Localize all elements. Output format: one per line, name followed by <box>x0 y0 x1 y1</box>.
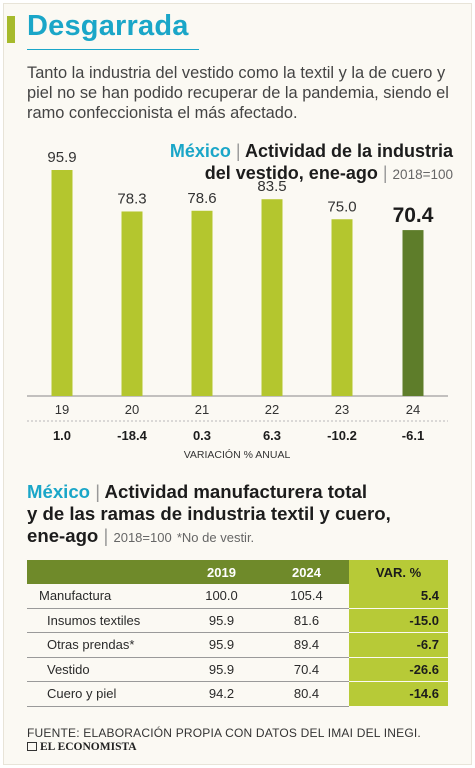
bar-value-label: 95.9 <box>47 149 76 166</box>
row-2019: 95.9 <box>179 657 264 682</box>
table-row: Insumos textiles 95.9 81.6 -15.0 <box>27 608 448 633</box>
row-2019: 94.2 <box>179 681 264 707</box>
x-tick-label: 20 <box>125 402 139 417</box>
table-note: *No de vestir. <box>176 530 255 545</box>
bar-value-label: 78.6 <box>187 190 216 207</box>
row-name: Vestido <box>27 657 179 682</box>
row-name: Manufactura <box>27 584 179 609</box>
table-title-separator: | <box>95 481 101 502</box>
table-header-row: 2019 2024 VAR. % <box>27 560 448 584</box>
x-tick-label: 23 <box>335 402 349 417</box>
row-name: Cuero y piel <box>27 681 179 707</box>
bar-23 <box>331 219 353 396</box>
table-title-line2: y de las ramas de industria textil y cue… <box>27 503 391 524</box>
variation-value: 0.3 <box>193 428 211 443</box>
headline-rule <box>27 49 199 50</box>
variation-value: -10.2 <box>327 428 357 443</box>
bar-20 <box>121 211 143 396</box>
row-2019: 95.9 <box>179 608 264 633</box>
table-title-separator-2: | <box>103 525 109 546</box>
table-header-var: VAR. % <box>349 560 448 584</box>
row-var: -26.6 <box>349 657 448 682</box>
table-row: Manufactura 100.0 105.4 5.4 <box>27 584 448 609</box>
table-row: Cuero y piel 94.2 80.4 -14.6 <box>27 681 448 707</box>
row-var: -15.0 <box>349 608 448 633</box>
x-tick-label: 21 <box>195 402 209 417</box>
manufacturing-table: 2019 2024 VAR. % Manufactura 100.0 105.4… <box>27 560 448 707</box>
table-title-line1: Actividad manufacturera total <box>104 481 367 502</box>
table-header-2019: 2019 <box>179 560 264 584</box>
bar-chart-title-line1: Actividad de la industria <box>244 141 453 161</box>
variation-value: 6.3 <box>263 428 281 443</box>
bar-value-label: 70.4 <box>393 204 434 227</box>
row-2019: 100.0 <box>179 584 264 609</box>
x-tick-label: 24 <box>406 402 420 417</box>
bar-chart-base-label: 2018=100 <box>392 167 453 182</box>
table-title-line3: ene-ago <box>27 525 99 546</box>
row-var: -6.7 <box>349 632 448 658</box>
bar-chart-title-line2: del vestido, ene-ago <box>204 163 378 183</box>
deck-text: Tanto la industria del vestido como la t… <box>27 64 449 122</box>
bar-21 <box>191 210 213 396</box>
table-header-name <box>27 560 179 584</box>
variation-value: 1.0 <box>53 428 71 443</box>
table-base-label: 2018=100 <box>113 530 172 545</box>
source-note: FUENTE: ELABORACIÓN PROPIA CON DATOS DEL… <box>27 726 421 740</box>
bar-24 <box>402 230 424 396</box>
bar-22 <box>261 199 283 396</box>
bar-value-label: 78.3 <box>117 190 146 207</box>
headline-accent-bar <box>7 16 15 43</box>
row-name: Insumos textiles <box>27 608 179 633</box>
row-2024: 80.4 <box>264 681 349 707</box>
row-var: 5.4 <box>349 584 448 609</box>
headline: Desgarrada <box>27 10 189 42</box>
table-title: México | Actividad manufacturera total y… <box>27 481 391 549</box>
bar-chart-title: México | Actividad de la industria del v… <box>170 140 453 186</box>
table-header-2024: 2024 <box>264 560 349 584</box>
logo-icon <box>27 742 37 751</box>
row-2024: 105.4 <box>264 584 349 609</box>
logo-text: EL ECONOMISTA <box>40 741 137 753</box>
table-title-country: México <box>27 481 91 502</box>
variation-value: -18.4 <box>117 428 147 443</box>
row-var: -14.6 <box>349 681 448 707</box>
row-2024: 89.4 <box>264 632 349 658</box>
row-name: Otras prendas* <box>27 632 179 658</box>
bar-value-label: 83.5 <box>257 178 286 195</box>
x-tick-label: 19 <box>55 402 69 417</box>
variation-caption: VARIACIÓN % ANUAL <box>184 448 291 461</box>
bar-chart-title-country: México <box>169 141 231 161</box>
bar-value-label: 75.0 <box>327 198 356 215</box>
table-row: Otras prendas* 95.9 89.4 -6.7 <box>27 632 448 658</box>
bar-chart: 95.9 19 1.0 78.3 20 -18.4 78.6 21 0.3 83.5 22 6.3 75… <box>27 149 448 461</box>
row-2024: 70.4 <box>264 657 349 682</box>
row-2024: 81.6 <box>264 608 349 633</box>
table-row: Vestido 95.9 70.4 -26.6 <box>27 657 448 682</box>
bar-19 <box>51 170 73 396</box>
variation-value: -6.1 <box>402 428 424 443</box>
x-tick-label: 22 <box>265 402 279 417</box>
bar-chart-title-separator-2: | <box>382 163 388 183</box>
bar-chart-title-separator: | <box>235 141 241 161</box>
row-2019: 95.9 <box>179 632 264 658</box>
publisher-logo: EL ECONOMISTA <box>27 741 137 753</box>
